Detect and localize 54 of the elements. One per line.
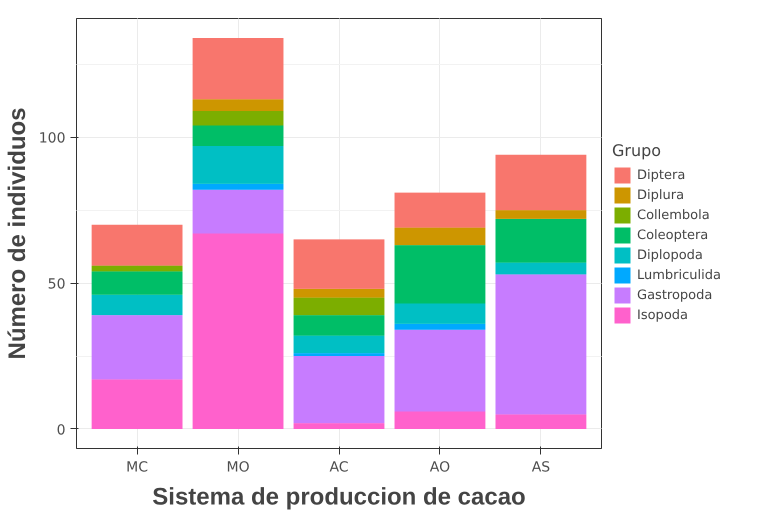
legend-label: Diplopoda: [637, 246, 703, 264]
legend-label: Lumbriculida: [637, 266, 721, 284]
y-tick-label: 50: [48, 276, 66, 293]
bar: [394, 228, 486, 246]
bar: [294, 315, 384, 336]
legend-title: Grupo: [612, 141, 662, 160]
bar: [294, 298, 384, 316]
bar: [192, 126, 284, 146]
bar: [294, 356, 384, 424]
y-tick-label: 0: [56, 422, 66, 438]
x-tick-label: AC: [329, 460, 349, 476]
bar: [294, 423, 384, 429]
x-axis-title: Sistema de produccion de cacao: [152, 484, 526, 510]
x-tick-label: AS: [532, 460, 550, 476]
bar: [192, 190, 284, 234]
bar: [495, 154, 586, 210]
bar: [495, 262, 586, 274]
legend-label: Coleoptera: [637, 226, 708, 244]
x-tick-label: MC: [126, 460, 148, 476]
legend-label: Diplura: [637, 186, 684, 204]
bar: [92, 379, 183, 429]
bar: [192, 234, 284, 429]
bar: [192, 184, 284, 190]
bar: [294, 288, 384, 298]
bar: [192, 38, 284, 100]
bar: [294, 239, 384, 289]
bar: [92, 271, 183, 295]
bar: [495, 414, 586, 429]
bar: [192, 99, 284, 111]
bar: [394, 245, 486, 304]
legend-label: Gastropoda: [637, 286, 712, 304]
bar: [394, 192, 486, 228]
legend-label: Isopoda: [637, 306, 688, 324]
bar: [92, 266, 183, 272]
bar: [394, 324, 486, 330]
bar: [192, 110, 284, 126]
bar: [495, 218, 586, 263]
bar: [495, 274, 586, 414]
legend-label: Diptera: [637, 166, 686, 184]
bar: [92, 224, 183, 266]
bar: [294, 353, 384, 356]
bar: [394, 304, 486, 324]
bar: [394, 330, 486, 412]
x-tick-label: AO: [430, 460, 450, 476]
y-tick-label: 100: [38, 130, 66, 147]
bar: [92, 315, 183, 380]
legend-label: Collembola: [637, 206, 710, 224]
x-tick-label: MO: [226, 460, 250, 476]
y-axis-title: Número de individuos: [4, 107, 31, 360]
bar: [495, 210, 586, 219]
bar: [294, 336, 384, 354]
bar: [92, 294, 183, 316]
bar: [192, 146, 284, 184]
bar: [394, 411, 486, 429]
